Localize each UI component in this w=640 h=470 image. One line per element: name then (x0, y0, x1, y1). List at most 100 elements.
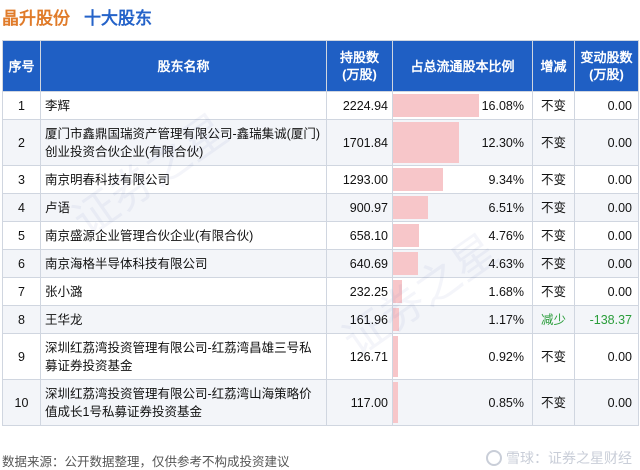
brand-label: 雪球：证券之星财经 (506, 450, 632, 466)
table-row: 7 张小潞 232.25 1.68% 不变 0.00 (2, 277, 639, 306)
ratio-bar (393, 122, 459, 163)
table-row: 6 南京海格半导体科技有限公司 640.69 4.63% 不变 0.00 (2, 249, 639, 278)
cell-delta: 0.00 (574, 379, 639, 426)
ratio-bar (393, 336, 398, 377)
cell-name: 王华龙 (40, 305, 327, 334)
table-row: 4 卢语 900.97 6.51% 不变 0.00 (2, 193, 639, 222)
ratio-bar (393, 252, 418, 275)
cell-change: 不变 (532, 333, 575, 380)
header-name: 股东名称 (40, 40, 327, 92)
snowball-logo-icon (486, 450, 502, 466)
cell-ratio: 4.63% (392, 249, 533, 278)
cell-shares: 640.69 (326, 249, 393, 278)
table-row: 3 南京明春科技有限公司 1293.00 9.34% 不变 0.00 (2, 165, 639, 194)
ratio-bar (393, 94, 480, 117)
cell-change: 不变 (532, 119, 575, 166)
ratio-bar (393, 280, 402, 303)
ratio-label: 1.17% (488, 312, 524, 327)
ratio-bar (393, 224, 419, 247)
cell-idx: 7 (2, 277, 41, 306)
cell-ratio: 16.08% (392, 91, 533, 120)
cell-delta: 0.00 (574, 333, 639, 380)
cell-delta: 0.00 (574, 193, 639, 222)
cell-idx: 5 (2, 221, 41, 250)
cell-ratio: 0.85% (392, 379, 533, 426)
ratio-label: 9.34% (488, 172, 524, 187)
ratio-bar (393, 168, 444, 191)
cell-name: 李辉 (40, 91, 327, 120)
ratio-label: 16.08% (481, 98, 524, 113)
header-shares-line2: (万股) (342, 67, 377, 82)
brand-watermark: 雪球：证券之星财经 (486, 448, 632, 468)
header-delta-line1: 变动股数 (580, 50, 633, 65)
cell-name: 卢语 (40, 193, 327, 222)
ratio-bar (393, 308, 400, 331)
cell-shares: 161.96 (326, 305, 393, 334)
ratio-label: 6.51% (488, 200, 524, 215)
cell-delta: 0.00 (574, 249, 639, 278)
cell-ratio: 0.92% (392, 333, 533, 380)
header-delta: 变动股数 (万股) (574, 40, 639, 92)
cell-shares: 900.97 (326, 193, 393, 222)
header-change: 增减 (532, 40, 575, 92)
table-row: 2 厦门市鑫鼎国瑞资产管理有限公司-鑫瑞集诚(厦门)创业投资合伙企业(有限合伙) 1… (2, 119, 639, 166)
cell-idx: 1 (2, 91, 41, 120)
cell-change: 不变 (532, 249, 575, 278)
cell-shares: 1293.00 (326, 165, 393, 194)
cell-idx: 6 (2, 249, 41, 278)
table-row: 8 王华龙 161.96 1.17% 减少 -138.37 (2, 305, 639, 334)
cell-shares: 126.71 (326, 333, 393, 380)
table-row: 1 李辉 2224.94 16.08% 不变 0.00 (2, 91, 639, 120)
cell-name: 深圳红荔湾投资管理有限公司-红荔湾山海策略价值成长1号私募证券投资基金 (40, 379, 327, 426)
table-row: 10 深圳红荔湾投资管理有限公司-红荔湾山海策略价值成长1号私募证券投资基金 117… (2, 379, 639, 426)
cell-change: 减少 (532, 305, 575, 334)
cell-ratio: 1.68% (392, 277, 533, 306)
cell-ratio: 1.17% (392, 305, 533, 334)
cell-ratio: 9.34% (392, 165, 533, 194)
ratio-bar (393, 382, 398, 423)
cell-delta: 0.00 (574, 165, 639, 194)
ratio-label: 4.63% (488, 256, 524, 271)
cell-name: 深圳红荔湾投资管理有限公司-红荔湾昌雄三号私募证券投资基金 (40, 333, 327, 380)
cell-change: 不变 (532, 165, 575, 194)
page-title: 晶升股份 十大股东 (2, 4, 166, 28)
cell-name: 厦门市鑫鼎国瑞资产管理有限公司-鑫瑞集诚(厦门)创业投资合伙企业(有限合伙) (40, 119, 327, 166)
section-title: 十大股东 (84, 9, 152, 28)
cell-delta: -138.37 (574, 305, 639, 334)
data-source-note: 数据来源：公开数据整理，仅供参考不构成投资建议 (2, 455, 290, 469)
cell-shares: 232.25 (326, 277, 393, 306)
cell-delta: 0.00 (574, 119, 639, 166)
cell-idx: 8 (2, 305, 41, 334)
cell-ratio: 6.51% (392, 193, 533, 222)
cell-name: 南京盛源企业管理合伙企业(有限合伙) (40, 221, 327, 250)
header-idx: 序号 (2, 40, 41, 92)
header-ratio: 占总流通股本比例 (392, 40, 533, 92)
ratio-bar (393, 196, 428, 219)
cell-idx: 2 (2, 119, 41, 166)
cell-name: 南京海格半导体科技有限公司 (40, 249, 327, 278)
cell-change: 不变 (532, 91, 575, 120)
ratio-label: 0.85% (488, 395, 524, 410)
cell-delta: 0.00 (574, 277, 639, 306)
cell-ratio: 12.30% (392, 119, 533, 166)
table-row: 5 南京盛源企业管理合伙企业(有限合伙) 658.10 4.76% 不变 0.00 (2, 221, 639, 250)
table-body: 1 李辉 2224.94 16.08% 不变 0.00 2 厦门市鑫鼎国瑞资产管理有限公司-鑫… (2, 91, 639, 426)
cell-name: 南京明春科技有限公司 (40, 165, 327, 194)
cell-idx: 10 (2, 379, 41, 426)
cell-change: 不变 (532, 379, 575, 426)
ratio-label: 4.76% (488, 228, 524, 243)
cell-name: 张小潞 (40, 277, 327, 306)
cell-delta: 0.00 (574, 91, 639, 120)
header-shares: 持股数 (万股) (326, 40, 393, 92)
cell-shares: 2224.94 (326, 91, 393, 120)
cell-ratio: 4.76% (392, 221, 533, 250)
cell-change: 不变 (532, 221, 575, 250)
cell-shares: 658.10 (326, 221, 393, 250)
cell-shares: 1701.84 (326, 119, 393, 166)
cell-idx: 4 (2, 193, 41, 222)
shareholders-table: 序号 股东名称 持股数 (万股) 占总流通股本比例 增减 变动股数 (万股) 1 李辉… (2, 40, 639, 426)
ratio-label: 1.68% (488, 284, 524, 299)
table-header-row: 序号 股东名称 持股数 (万股) 占总流通股本比例 增减 变动股数 (万股) (2, 40, 639, 92)
cell-change: 不变 (532, 277, 575, 306)
cell-delta: 0.00 (574, 221, 639, 250)
